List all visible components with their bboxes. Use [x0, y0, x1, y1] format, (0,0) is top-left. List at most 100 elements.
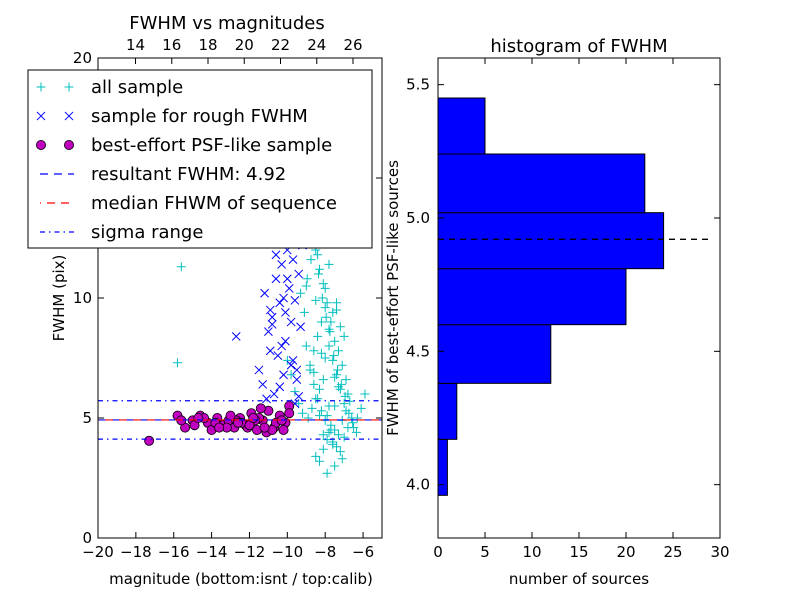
data-point-plus [325, 327, 335, 337]
data-point-plus [324, 324, 334, 334]
x-tick-label: −6 [352, 543, 374, 561]
data-point-circle [214, 422, 225, 433]
data-point-plus [332, 442, 342, 452]
data-point-plus [309, 379, 319, 389]
data-point-plus [313, 250, 323, 260]
histogram-bar [437, 153, 646, 214]
hist-x-tick-label: 25 [663, 543, 682, 561]
data-point-plus [173, 358, 183, 368]
y-tick-label: 0 [82, 529, 92, 547]
data-point-plus [321, 312, 331, 322]
data-point-plus [315, 411, 325, 421]
data-point-plus [344, 408, 354, 418]
hist-x-tick-label: 15 [569, 543, 588, 561]
data-point-plus [329, 351, 339, 361]
hist-x-tick-label: 5 [480, 543, 490, 561]
data-point-plus [320, 353, 330, 363]
hist-x-tick-label: 0 [433, 543, 443, 561]
legend-label: all sample [91, 77, 183, 98]
legend-marker-x [64, 111, 74, 121]
histogram-title: histogram of FWHM [490, 36, 667, 57]
top-x-tick-label: 26 [343, 36, 362, 54]
top-x-tick-label: 22 [271, 36, 290, 54]
data-point-x [231, 331, 241, 341]
scatter-title: FWHM vs magnitudes [129, 13, 324, 34]
data-point-plus [315, 264, 325, 274]
data-point-plus [335, 447, 345, 457]
data-point-x [275, 298, 285, 308]
data-point-plus [318, 444, 328, 454]
data-point-plus [313, 394, 323, 404]
top-x-tick-label: 14 [126, 36, 145, 54]
data-point-plus [317, 293, 327, 303]
legend-item: sigma range [40, 222, 203, 243]
legend-item: resultant FWHM: 4.92 [40, 164, 286, 185]
y-tick-label: 20 [73, 49, 92, 67]
data-point-x [294, 391, 304, 401]
data-point-plus [324, 401, 334, 411]
data-point-x [254, 365, 264, 375]
x-tick-label: −18 [120, 543, 152, 561]
x-tick-label: −10 [272, 543, 304, 561]
top-x-tick-label: 20 [235, 36, 254, 54]
data-point-plus [332, 370, 342, 380]
data-point-x [269, 389, 279, 399]
histogram-panel: histogram of FWHM 0 5 10 15 20 25 30 4.0 4.5 5.0 5… [384, 36, 730, 588]
data-point-x [292, 365, 302, 375]
data-point-plus [322, 411, 332, 421]
top-x-tick-label: 16 [162, 36, 181, 54]
data-point-plus [330, 336, 340, 346]
hist-y-tick-label: 4.5 [406, 342, 430, 360]
legend-label: median FHWM of sequence [91, 193, 337, 214]
data-point-plus [286, 370, 296, 380]
data-point-x [279, 293, 288, 303]
hist-y-tick-label: 5.0 [406, 209, 430, 227]
data-point-plus [328, 355, 338, 365]
data-point-plus [335, 322, 345, 332]
data-point-circle [255, 403, 266, 414]
data-point-x [267, 312, 277, 322]
data-point-x [279, 370, 288, 380]
data-point-plus [326, 425, 336, 435]
reference-lines [98, 400, 382, 440]
data-point-plus [360, 389, 370, 399]
data-point-plus [335, 384, 345, 394]
data-point-plus [299, 307, 309, 317]
top-x-tick-label: 24 [307, 36, 326, 54]
data-point-x [288, 355, 298, 365]
data-point-plus [333, 346, 343, 356]
histogram-bars [437, 97, 665, 496]
data-point-plus [311, 295, 321, 305]
data-point-plus [296, 288, 306, 298]
data-point-plus [324, 427, 334, 437]
data-point-x [273, 351, 283, 361]
data-point-x [281, 307, 290, 317]
data-point-plus [351, 427, 361, 437]
data-point-plus [301, 341, 311, 351]
legend-marker-x [36, 111, 46, 121]
x-tick-label: −16 [158, 543, 190, 561]
legend-label: best-effort PSF-like sample [91, 135, 332, 156]
legend-label: sample for rough FWHM [91, 106, 308, 127]
histogram-x-axis-label: number of sources [509, 570, 649, 588]
data-point-x [286, 360, 296, 370]
data-point-circle [193, 412, 204, 423]
hist-x-tick-label: 30 [710, 543, 729, 561]
series-x-group [231, 231, 307, 409]
data-point-plus [320, 303, 330, 313]
data-point-plus [316, 317, 326, 327]
hist-y-tick-label: 5.5 [406, 76, 430, 94]
data-point-plus [333, 365, 343, 375]
data-point-plus [328, 439, 338, 449]
legend-marker-plus [64, 82, 74, 92]
legend-marker-circle [36, 139, 47, 150]
data-point-plus [316, 406, 326, 416]
data-point-plus [322, 298, 332, 308]
legend-label: sigma range [91, 222, 203, 243]
data-point-plus [332, 305, 342, 315]
data-point-x [286, 317, 296, 327]
data-point-x [284, 283, 294, 293]
data-point-plus [316, 348, 326, 358]
data-point-x [265, 346, 275, 356]
